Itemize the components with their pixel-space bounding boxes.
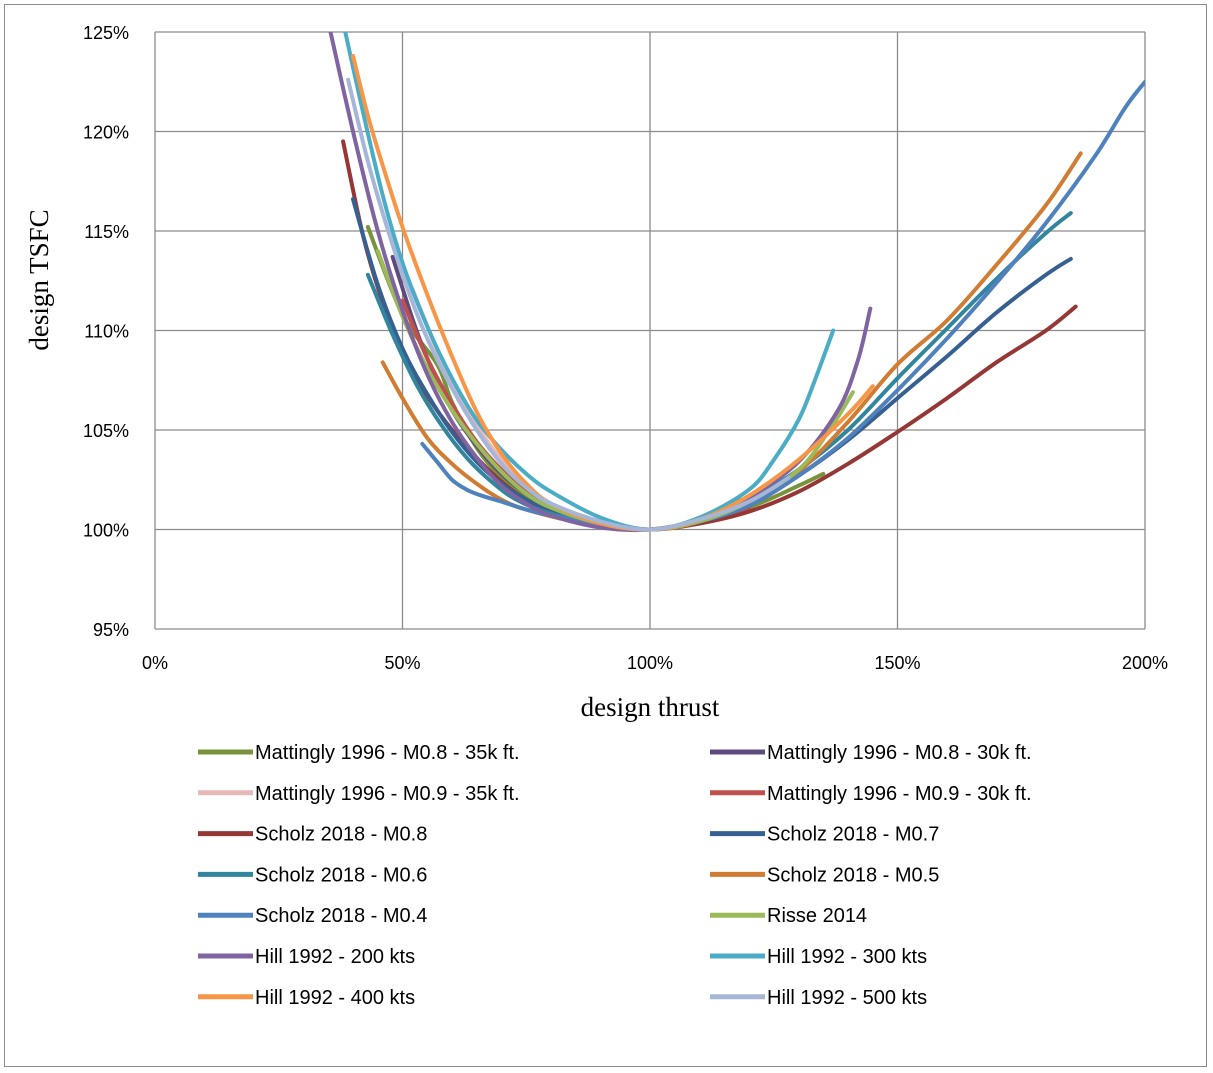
plot-area	[328, 22, 1145, 530]
legend-label: Risse 2014	[767, 905, 867, 927]
legend-label: Mattingly 1996 - M0.8 - 35k ft.	[255, 742, 520, 764]
series-line-14	[348, 80, 788, 530]
legend-label: Hill 1992 - 200 kts	[255, 946, 415, 968]
series-line-6	[353, 199, 1071, 529]
series-line-13	[353, 56, 873, 530]
legend-label: Hill 1992 - 300 kts	[767, 946, 927, 968]
x-tick-label: 0%	[142, 653, 168, 673]
y-tick-label: 110%	[84, 322, 129, 342]
legend-item: Mattingly 1996 - M0.8 - 35k ft.	[198, 742, 520, 764]
legend-label: Scholz 2018 - M0.4	[255, 905, 427, 927]
legend-label: Mattingly 1996 - M0.9 - 30k ft.	[767, 783, 1032, 805]
legend-label: Scholz 2018 - M0.6	[255, 864, 427, 886]
legend: Mattingly 1996 - M0.8 - 35k ft. Mattingly…	[198, 742, 1032, 1009]
y-axis-title: design TSFC	[24, 209, 54, 350]
gridlines	[155, 32, 1145, 629]
tick-labels: 95% 100% 105% 110% 115% 120% 125% 0% 50% 100% 150%…	[83, 23, 1168, 673]
series-line-11	[328, 22, 870, 530]
y-tick-label: 115%	[84, 222, 129, 242]
x-axis-title: design thrust	[581, 692, 720, 722]
legend-item: Mattingly 1996 - M0.9 - 30k ft.	[710, 783, 1032, 805]
legend-item: Hill 1992 - 400 kts	[198, 987, 415, 1009]
y-tick-label: 100%	[83, 521, 129, 541]
legend-label: Scholz 2018 - M0.7	[767, 824, 939, 846]
legend-label: Scholz 2018 - M0.5	[767, 864, 939, 886]
y-tick-label: 95%	[93, 620, 129, 640]
legend-item: Mattingly 1996 - M0.9 - 35k ft.	[198, 783, 520, 805]
legend-item: Scholz 2018 - M0.4	[198, 905, 427, 927]
series-line-9	[422, 82, 1145, 530]
legend-item: Scholz 2018 - M0.8	[198, 824, 427, 846]
x-tick-label: 150%	[874, 653, 920, 673]
legend-label: Scholz 2018 - M0.8	[255, 824, 427, 846]
legend-item: Scholz 2018 - M0.5	[710, 864, 939, 886]
legend-label: Mattingly 1996 - M0.9 - 35k ft.	[255, 783, 520, 805]
legend-item: Mattingly 1996 - M0.8 - 30k ft.	[710, 742, 1032, 764]
series-line-3	[412, 289, 739, 530]
x-tick-label: 100%	[627, 653, 673, 673]
series-line-5	[343, 141, 1076, 529]
x-tick-label: 200%	[1122, 653, 1168, 673]
legend-item: Risse 2014	[710, 905, 867, 927]
legend-item: Hill 1992 - 300 kts	[710, 946, 927, 968]
legend-label: Hill 1992 - 500 kts	[767, 987, 927, 1009]
y-tick-label: 120%	[83, 123, 129, 143]
legend-item: Hill 1992 - 500 kts	[710, 987, 927, 1009]
y-tick-label: 125%	[83, 23, 129, 43]
x-tick-label: 50%	[384, 653, 420, 673]
series-line-12	[343, 22, 833, 529]
y-tick-label: 105%	[83, 421, 129, 441]
legend-label: Hill 1992 - 400 kts	[255, 987, 415, 1009]
legend-item: Hill 1992 - 200 kts	[198, 946, 415, 968]
legend-label: Mattingly 1996 - M0.8 - 30k ft.	[767, 742, 1032, 764]
legend-item: Scholz 2018 - M0.6	[198, 864, 427, 886]
legend-item: Scholz 2018 - M0.7	[710, 824, 939, 846]
